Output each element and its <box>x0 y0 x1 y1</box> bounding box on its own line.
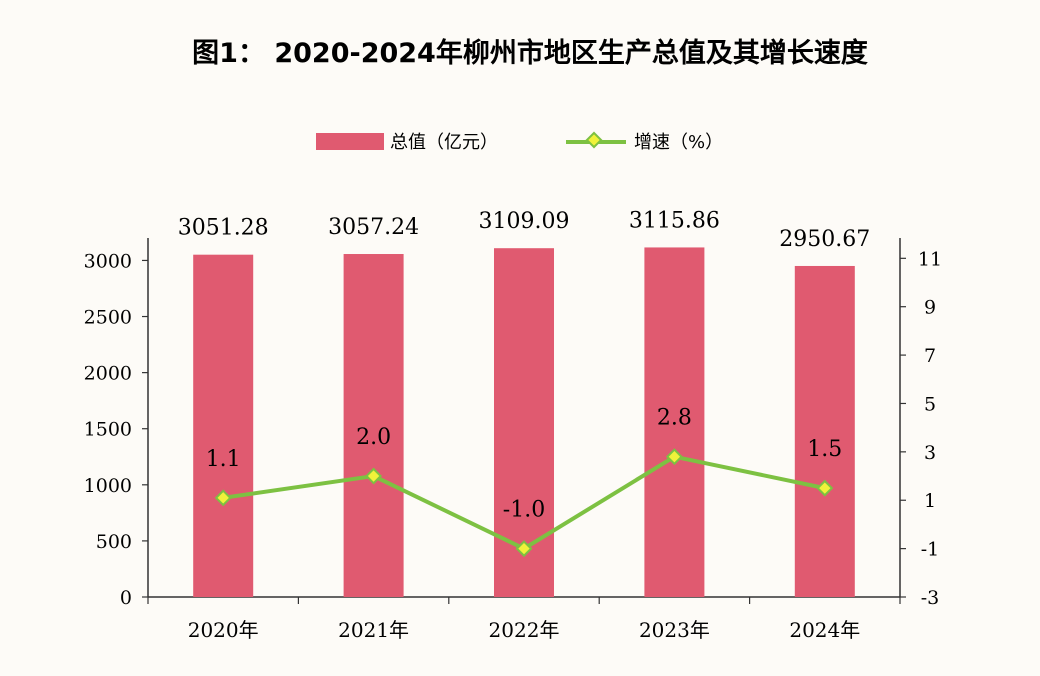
bar-value-label: 3057.24 <box>328 215 419 240</box>
legend-bar-label: 总值（亿元） <box>390 132 498 153</box>
growth-marker <box>816 479 834 497</box>
y-left-tick-label: 2500 <box>84 307 132 329</box>
growth-marker <box>214 489 232 507</box>
growth-marker <box>665 448 683 466</box>
y-left-tick-label: 2000 <box>84 363 132 385</box>
bars <box>193 247 855 598</box>
growth-value-label: 1.5 <box>807 437 842 462</box>
x-tick-label: 2023年 <box>639 618 710 642</box>
growth-marker <box>515 540 533 558</box>
growth-line <box>214 448 834 558</box>
y-left-tick-label: 1000 <box>84 475 132 497</box>
y-left-tick-label: 500 <box>96 531 132 553</box>
bar-value-label: 2950.67 <box>779 227 870 252</box>
growth-value-label: 1.1 <box>206 447 241 472</box>
bar-2023年 <box>644 247 705 597</box>
y-right-tick-label: -1 <box>921 539 940 561</box>
bar-value-label: 3115.86 <box>629 208 720 233</box>
y-right-tick-label: 5 <box>924 393 936 415</box>
y-right-tick-label: -3 <box>921 587 940 609</box>
legend-line-label: 增速（%） <box>634 132 723 153</box>
y-right-tick-label: 7 <box>924 345 936 367</box>
bar-2020年 <box>193 254 254 598</box>
bar-value-label: 3109.09 <box>479 209 570 234</box>
chart-title: 图1： 2020-2024年柳州市地区生产总值及其增长速度 <box>192 37 868 69</box>
growth-marker <box>365 467 383 485</box>
data-labels: 3051.28 3057.24 3109.09 3115.86 2950.67 1.1 2.… <box>178 208 871 522</box>
growth-value-label: 2.0 <box>356 425 391 450</box>
bar-value-label: 3051.28 <box>178 216 269 241</box>
y-left-tick-label: 3000 <box>84 250 132 272</box>
legend-line-marker <box>585 131 603 149</box>
legend-bar-swatch <box>316 133 384 150</box>
y-right-tick-label: 3 <box>924 442 936 464</box>
y-right-tick-label: 1 <box>924 490 936 512</box>
y-right-tick-label: 11 <box>918 248 942 270</box>
growth-value-label: -1.0 <box>503 498 545 523</box>
x-tick-label: 2022年 <box>489 618 560 642</box>
bar-2021年 <box>343 254 404 598</box>
y-right-tick-label: 9 <box>924 297 936 319</box>
axes: 0 500 1000 1500 2000 2500 3000 -3 -1 1 3 5 7 9 11 2020年… <box>84 238 942 642</box>
x-tick-label: 2020年 <box>188 618 259 642</box>
x-tick-label: 2024年 <box>789 618 860 642</box>
x-tick-label: 2021年 <box>338 618 409 642</box>
legend: 总值（亿元） 增速（%） <box>316 131 723 153</box>
growth-value-label: 2.8 <box>657 406 692 431</box>
bar-2024年 <box>794 265 855 597</box>
y-left-tick-label: 0 <box>120 587 132 609</box>
y-left-tick-label: 1500 <box>84 419 132 441</box>
